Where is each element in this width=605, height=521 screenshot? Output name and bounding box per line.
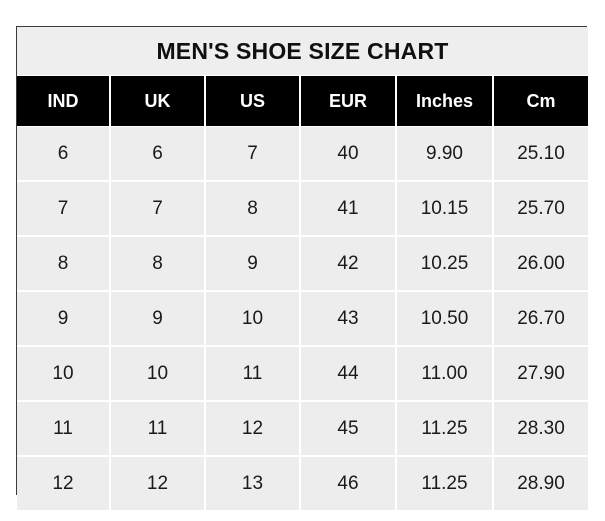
cell-eur: 43 (300, 291, 397, 347)
cell-us: 10 (205, 291, 301, 347)
cell-cm: 27.90 (493, 346, 588, 402)
chart-title-row: MEN'S SHOE SIZE CHART (17, 27, 588, 76)
cell-eur: 45 (300, 401, 397, 457)
cell-cm: 26.00 (493, 236, 588, 292)
cell-ind: 12 (17, 456, 111, 510)
table-row: 10 10 11 44 11.00 27.90 (17, 346, 588, 402)
column-header-eur: EUR (300, 75, 397, 127)
cell-ind: 11 (17, 401, 111, 457)
table-row: 8 8 9 42 10.25 26.00 (17, 236, 588, 292)
cell-eur: 44 (300, 346, 397, 402)
cell-inches: 10.50 (396, 291, 494, 347)
cell-inches: 10.15 (396, 181, 494, 237)
cell-eur: 41 (300, 181, 397, 237)
table-row: 11 11 12 45 11.25 28.30 (17, 401, 588, 457)
cell-ind: 6 (17, 126, 111, 182)
cell-uk: 11 (110, 401, 206, 457)
cell-us: 8 (205, 181, 301, 237)
cell-ind: 9 (17, 291, 111, 347)
cell-inches: 10.25 (396, 236, 494, 292)
cell-ind: 8 (17, 236, 111, 292)
column-header-inches: Inches (396, 75, 494, 127)
mens-shoe-size-table: MEN'S SHOE SIZE CHART IND UK US EUR Inch… (17, 27, 588, 510)
cell-us: 9 (205, 236, 301, 292)
cell-uk: 7 (110, 181, 206, 237)
cell-cm: 28.90 (493, 456, 588, 510)
cell-eur: 46 (300, 456, 397, 510)
table-row: 6 6 7 40 9.90 25.10 (17, 126, 588, 182)
cell-eur: 42 (300, 236, 397, 292)
size-chart-container: MEN'S SHOE SIZE CHART IND UK US EUR Inch… (16, 26, 588, 510)
cell-inches: 11.25 (396, 456, 494, 510)
cell-uk: 10 (110, 346, 206, 402)
cell-ind: 7 (17, 181, 111, 237)
table-head: MEN'S SHOE SIZE CHART IND UK US EUR Inch… (17, 27, 588, 127)
cell-inches: 11.25 (396, 401, 494, 457)
cell-cm: 25.70 (493, 181, 588, 237)
table-row: 7 7 8 41 10.15 25.70 (17, 181, 588, 237)
column-header-uk: UK (110, 75, 206, 127)
cell-us: 7 (205, 126, 301, 182)
cell-uk: 9 (110, 291, 206, 347)
column-header-us: US (205, 75, 301, 127)
cell-cm: 28.30 (493, 401, 588, 457)
cell-eur: 40 (300, 126, 397, 182)
column-header-ind: IND (17, 75, 111, 127)
cell-us: 12 (205, 401, 301, 457)
cell-cm: 26.70 (493, 291, 588, 347)
column-header-cm: Cm (493, 75, 588, 127)
chart-title: MEN'S SHOE SIZE CHART (17, 27, 588, 76)
cell-uk: 8 (110, 236, 206, 292)
table-body: 6 6 7 40 9.90 25.10 7 7 8 41 10.15 25.70… (17, 126, 588, 510)
cell-inches: 11.00 (396, 346, 494, 402)
cell-us: 13 (205, 456, 301, 510)
table-row: 12 12 13 46 11.25 28.90 (17, 456, 588, 510)
cell-inches: 9.90 (396, 126, 494, 182)
cell-cm: 25.10 (493, 126, 588, 182)
table-row: 9 9 10 43 10.50 26.70 (17, 291, 588, 347)
cell-uk: 12 (110, 456, 206, 510)
cell-ind: 10 (17, 346, 111, 402)
cell-us: 11 (205, 346, 301, 402)
cell-uk: 6 (110, 126, 206, 182)
column-header-row: IND UK US EUR Inches Cm (17, 75, 588, 127)
